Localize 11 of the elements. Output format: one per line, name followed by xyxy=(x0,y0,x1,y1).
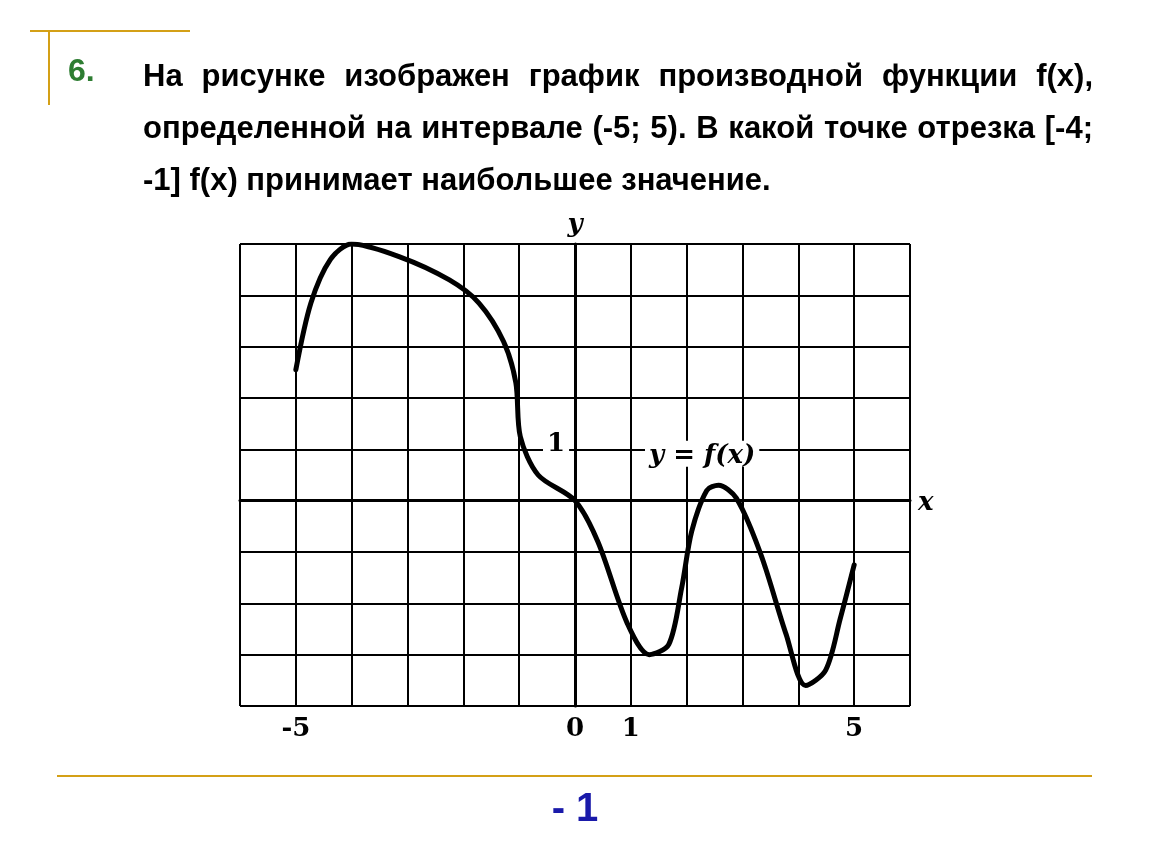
x-tick-label: 1 xyxy=(621,712,640,742)
x-tick-label: 5 xyxy=(845,712,864,742)
x-tick-label: -5 xyxy=(281,712,311,742)
y-axis-title: y xyxy=(566,208,585,238)
text: 6. xyxy=(68,52,95,89)
text: - 1 xyxy=(550,785,600,830)
annotation: y = f(x) xyxy=(648,438,756,469)
x-axis-title: x xyxy=(917,485,934,516)
x-tick-label: 0 xyxy=(565,712,585,742)
annotation: 1 xyxy=(547,426,566,457)
chart-title: На рисунке изображен график производной функции f(x), определенной на интервале (-5; 5). В какой точке отрезка [-4; -1] f(x) принимает наибольшее значение. xyxy=(143,57,1093,199)
